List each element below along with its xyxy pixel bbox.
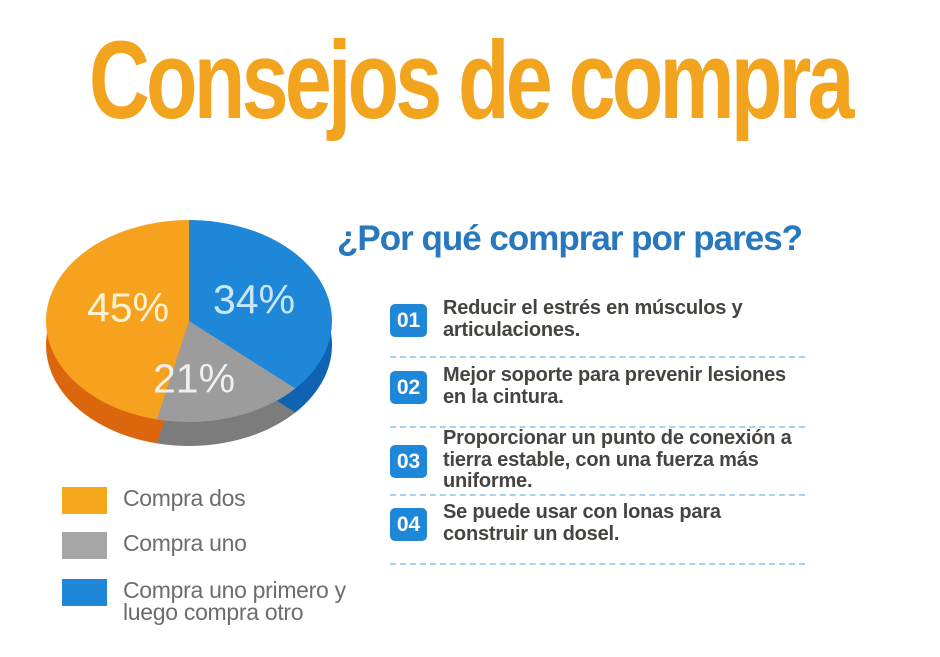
- legend-item-compra-dos: Compra dos: [62, 485, 246, 514]
- list-item-03: 03 Proporcionar un punto de conexión a t…: [390, 427, 810, 493]
- page-title: Consejos de compra: [89, 17, 855, 142]
- legend-label: Compra dos: [123, 485, 246, 511]
- pie-chart-surface: [46, 220, 332, 422]
- legend-swatch-blue: [62, 579, 107, 606]
- pie-slice-label-compra-uno-primero: 34%: [212, 276, 296, 323]
- legend-label: Compra uno primero y luego compra otro: [123, 577, 346, 625]
- number-badge-04: 04: [390, 508, 427, 541]
- section-heading: ¿Por qué comprar por pares?: [337, 219, 803, 258]
- legend-label: Compra uno: [123, 530, 247, 556]
- list-item-01: 01 Reducir el estrés en músculos y artic…: [390, 297, 810, 341]
- list-item-text: Proporcionar un punto de conexión a tier…: [443, 427, 792, 492]
- legend-swatch-orange: [62, 487, 107, 514]
- dashed-divider: [390, 426, 805, 428]
- dashed-divider: [390, 563, 805, 565]
- list-item-text: Mejor soporte para prevenir lesiones en …: [443, 364, 786, 408]
- dashed-divider: [390, 356, 805, 358]
- number-badge-01: 01: [390, 304, 427, 337]
- legend-swatch-gray: [62, 532, 107, 559]
- list-item-02: 02 Mejor soporte para prevenir lesiones …: [390, 364, 810, 408]
- number-badge-02: 02: [390, 371, 427, 404]
- page-title-wrap: Consejos de compra: [0, 16, 940, 142]
- pie-slice-label-compra-dos: 45%: [86, 284, 170, 331]
- pie-slice-label-compra-uno: 21%: [152, 355, 236, 402]
- list-item-04: 04 Se puede usar con lonas para construi…: [390, 501, 810, 545]
- list-item-text: Reducir el estrés en músculos y articula…: [443, 297, 743, 341]
- pie-chart: 45% 34% 21%: [46, 220, 332, 448]
- legend-item-compra-uno: Compra uno: [62, 532, 247, 559]
- number-badge-03: 03: [390, 445, 427, 478]
- dashed-divider: [390, 494, 805, 496]
- list-item-text: Se puede usar con lonas para construir u…: [443, 501, 721, 545]
- legend-item-compra-uno-primero: Compra uno primero y luego compra otro: [62, 577, 373, 625]
